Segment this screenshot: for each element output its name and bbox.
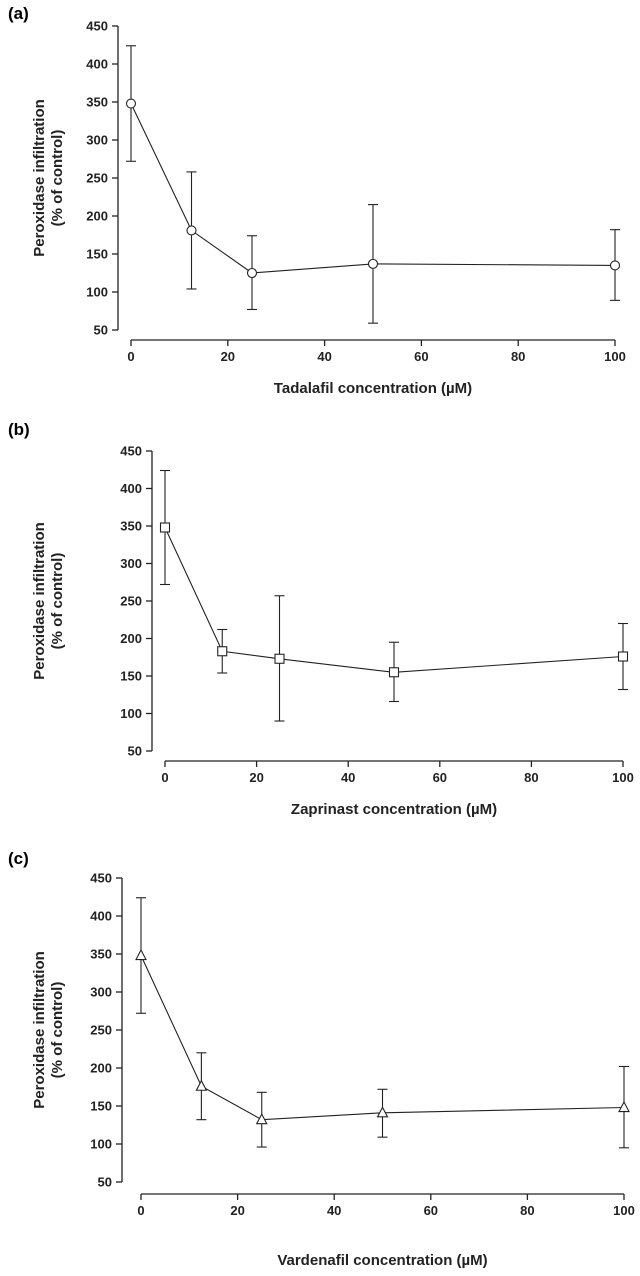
x-tick-label: 100 — [612, 770, 634, 785]
y-tick-label: 350 — [90, 947, 112, 962]
chart-svg-b: (b) 50 100 150 200 250 300 350 400 450 0 20 40 60 80 10… — [8, 420, 634, 818]
data-point — [186, 225, 197, 236]
x-tick-label: 20 — [221, 349, 235, 364]
panel-label-a: (a) — [8, 4, 29, 23]
x-tick-label: 60 — [433, 770, 447, 785]
chart-panel-b: (b) 50 100 150 200 250 300 350 400 450 0 20 40 60 80 10… — [0, 410, 640, 820]
y-axis-title: Peroxidase infiltration (% of control) — [31, 951, 66, 1109]
y-tick-label: 250 — [90, 1023, 112, 1038]
y-tick-label: 150 — [86, 247, 108, 262]
y-tick-label: 300 — [90, 985, 112, 1000]
x-tick-label: 0 — [127, 349, 134, 364]
y-axis-title-line1: Peroxidase infiltration — [31, 522, 48, 680]
y-tick-label: 300 — [120, 556, 142, 571]
y-tick-label: 150 — [90, 1099, 112, 1114]
y-tick-label: 300 — [86, 133, 108, 148]
y-tick-label: 150 — [120, 669, 142, 684]
data-point — [376, 1106, 389, 1118]
x-axis-title: Vardenafil concentration (µM) — [277, 1252, 487, 1269]
y-tick-label: 100 — [86, 285, 108, 300]
y-tick-label: 100 — [90, 1137, 112, 1152]
x-tick-label: 80 — [511, 349, 525, 364]
data-point — [274, 653, 285, 664]
y-axis-title-line1: Peroxidase infiltration — [31, 99, 48, 257]
x-tick-label: 60 — [414, 349, 428, 364]
chart-svg-c: (c) 50 100 150 200 250 300 350 400 450 0 20 40 60 80 10… — [8, 849, 635, 1269]
data-point — [367, 258, 379, 269]
y-tick-label: 50 — [94, 323, 108, 338]
panel-label-b: (b) — [8, 420, 30, 439]
data-point — [195, 1079, 208, 1091]
y-axis-title: Peroxidase infiltration (% of control) — [31, 99, 66, 257]
y-tick-label: 400 — [120, 481, 142, 496]
x-tick-label: 40 — [317, 349, 331, 364]
x-tick-label: 60 — [424, 1203, 438, 1218]
x-tick-label: 100 — [604, 349, 626, 364]
data-point — [609, 260, 621, 271]
data-point — [159, 522, 171, 533]
chart-panel-a: (a) 50 100 150 200 250 300 350 400 450 0 20 40 60 80 10… — [0, 0, 640, 410]
x-tick-label: 100 — [613, 1203, 635, 1218]
y-tick-label: 200 — [120, 631, 142, 646]
y-tick-label: 200 — [90, 1061, 112, 1076]
chart-svg-a: (a) 50 100 150 200 250 300 350 400 450 0 20 40 60 80 10… — [8, 4, 626, 397]
y-tick-label: 50 — [98, 1175, 112, 1190]
y-tick-label: 250 — [120, 594, 142, 609]
x-tick-label: 0 — [137, 1203, 144, 1218]
y-axis-title-line1: Peroxidase infiltration — [31, 951, 48, 1109]
y-tick-label: 200 — [86, 209, 108, 224]
chart-panel-c: (c) 50 100 150 200 250 300 350 400 450 0 20 40 60 80 10… — [0, 840, 640, 1276]
data-point — [125, 98, 137, 109]
x-tick-label: 40 — [327, 1203, 341, 1218]
data-point — [255, 1112, 268, 1125]
y-tick-label: 450 — [120, 444, 142, 459]
x-axis-title: Zaprinast concentration (µM) — [291, 801, 497, 818]
y-tick-label: 350 — [120, 519, 142, 534]
x-tick-label: 40 — [341, 770, 355, 785]
y-tick-label: 50 — [128, 744, 142, 759]
y-tick-label: 250 — [86, 171, 108, 186]
panel-label-c: (c) — [8, 849, 29, 868]
data-point — [135, 948, 147, 961]
y-tick-label: 350 — [86, 95, 108, 110]
data-point — [217, 646, 228, 657]
x-tick-label: 0 — [161, 770, 168, 785]
y-tick-label: 450 — [90, 871, 112, 886]
data-point — [617, 651, 629, 662]
y-axis-title-line2: (% of control) — [49, 982, 66, 1079]
x-tick-label: 80 — [524, 770, 538, 785]
y-axis-title: Peroxidase infiltration (% of control) — [31, 522, 66, 680]
y-tick-label: 400 — [90, 909, 112, 924]
data-point — [246, 267, 258, 279]
x-tick-label: 20 — [249, 770, 263, 785]
x-axis-title: Tadalafil concentration (µM) — [274, 380, 472, 397]
y-axis-title-line2: (% of control) — [49, 130, 66, 227]
y-tick-label: 450 — [86, 19, 108, 34]
y-tick-label: 100 — [120, 706, 142, 721]
data-point — [618, 1100, 630, 1113]
x-tick-label: 20 — [230, 1203, 244, 1218]
y-axis-title-line2: (% of control) — [49, 553, 66, 650]
x-tick-label: 80 — [520, 1203, 534, 1218]
y-tick-label: 400 — [86, 57, 108, 72]
data-point — [388, 667, 400, 678]
